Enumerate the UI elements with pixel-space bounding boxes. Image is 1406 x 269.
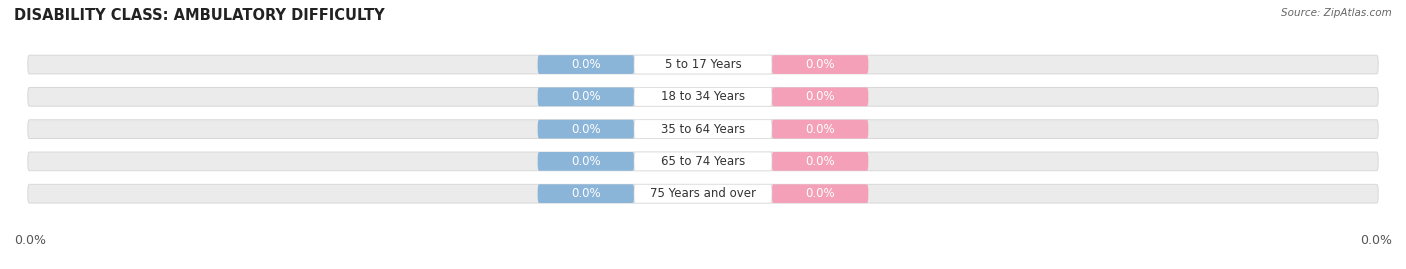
Text: DISABILITY CLASS: AMBULATORY DIFFICULTY: DISABILITY CLASS: AMBULATORY DIFFICULTY: [14, 8, 385, 23]
Text: Source: ZipAtlas.com: Source: ZipAtlas.com: [1281, 8, 1392, 18]
Text: 0.0%: 0.0%: [806, 123, 835, 136]
FancyBboxPatch shape: [28, 184, 1378, 203]
FancyBboxPatch shape: [28, 55, 1378, 74]
FancyBboxPatch shape: [537, 120, 634, 139]
FancyBboxPatch shape: [537, 184, 634, 203]
FancyBboxPatch shape: [537, 87, 634, 106]
Text: 0.0%: 0.0%: [571, 58, 600, 71]
FancyBboxPatch shape: [772, 184, 869, 203]
FancyBboxPatch shape: [634, 184, 772, 203]
FancyBboxPatch shape: [537, 152, 634, 171]
Text: 0.0%: 0.0%: [571, 90, 600, 103]
FancyBboxPatch shape: [772, 120, 869, 139]
Text: 0.0%: 0.0%: [806, 187, 835, 200]
Text: 5 to 17 Years: 5 to 17 Years: [665, 58, 741, 71]
Text: 0.0%: 0.0%: [571, 187, 600, 200]
FancyBboxPatch shape: [772, 87, 869, 106]
FancyBboxPatch shape: [772, 152, 869, 171]
Text: 0.0%: 0.0%: [806, 58, 835, 71]
Text: 65 to 74 Years: 65 to 74 Years: [661, 155, 745, 168]
Text: 0.0%: 0.0%: [806, 90, 835, 103]
FancyBboxPatch shape: [634, 55, 772, 74]
Text: 35 to 64 Years: 35 to 64 Years: [661, 123, 745, 136]
FancyBboxPatch shape: [634, 87, 772, 106]
FancyBboxPatch shape: [28, 120, 1378, 139]
Text: 75 Years and over: 75 Years and over: [650, 187, 756, 200]
Text: 0.0%: 0.0%: [571, 123, 600, 136]
Text: 18 to 34 Years: 18 to 34 Years: [661, 90, 745, 103]
Text: 0.0%: 0.0%: [571, 155, 600, 168]
FancyBboxPatch shape: [28, 87, 1378, 106]
Text: 0.0%: 0.0%: [1360, 235, 1392, 247]
Text: 0.0%: 0.0%: [806, 155, 835, 168]
FancyBboxPatch shape: [634, 120, 772, 139]
FancyBboxPatch shape: [772, 55, 869, 74]
Text: 0.0%: 0.0%: [14, 235, 46, 247]
FancyBboxPatch shape: [28, 152, 1378, 171]
FancyBboxPatch shape: [634, 152, 772, 171]
FancyBboxPatch shape: [537, 55, 634, 74]
